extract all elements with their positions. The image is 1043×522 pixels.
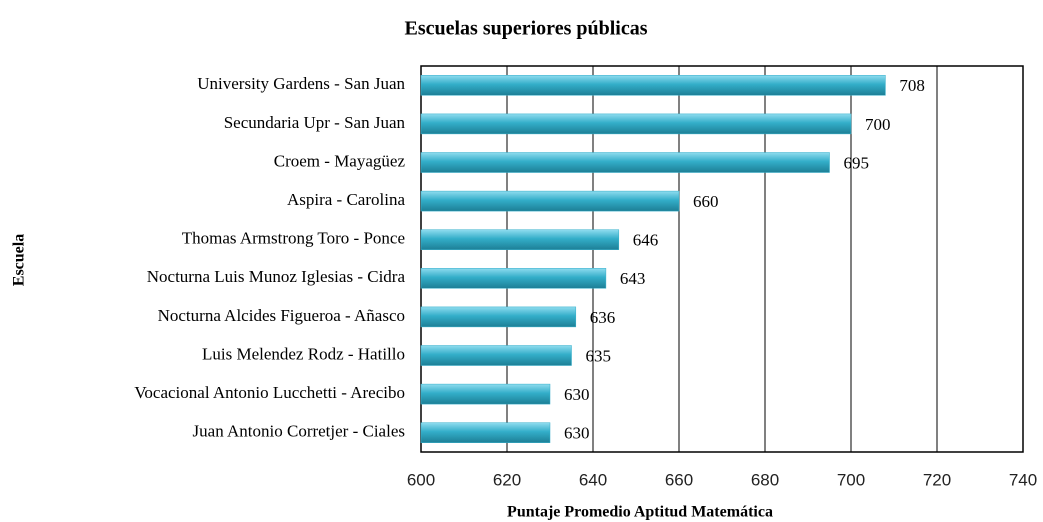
y-tick-label: Juan Antonio Corretjer - Ciales bbox=[193, 422, 405, 441]
value-label: 635 bbox=[586, 346, 612, 365]
bar bbox=[420, 345, 572, 366]
bar bbox=[420, 268, 607, 289]
value-label: 695 bbox=[844, 153, 870, 172]
y-axis-label: Escuela bbox=[11, 234, 28, 286]
y-tick-label: Luis Melendez Rodz - Hatillo bbox=[202, 344, 405, 363]
bar bbox=[420, 113, 852, 135]
chart-title: Escuelas superiores públicas bbox=[405, 18, 648, 40]
value-label: 636 bbox=[590, 308, 616, 327]
x-tick-label: 640 bbox=[579, 470, 607, 489]
value-label: 630 bbox=[564, 424, 590, 443]
y-tick-label: Nocturna Alcides Figueroa - Añasco bbox=[158, 306, 405, 325]
bar bbox=[420, 229, 620, 250]
x-tick-label: 740 bbox=[1009, 470, 1037, 489]
value-label: 700 bbox=[865, 115, 891, 134]
bar bbox=[420, 190, 680, 212]
value-label: 660 bbox=[693, 192, 719, 211]
bar bbox=[420, 75, 886, 96]
value-label: 708 bbox=[899, 76, 925, 95]
x-tick-label: 600 bbox=[407, 470, 435, 489]
x-axis-label: Puntaje Promedio Aptitud Matemática bbox=[507, 504, 773, 521]
x-tick-label: 680 bbox=[751, 470, 779, 489]
bar bbox=[420, 422, 551, 443]
x-tick-label: 620 bbox=[493, 470, 521, 489]
y-tick-label: Nocturna Luis Munoz Iglesias - Cidra bbox=[147, 267, 406, 286]
bar bbox=[420, 383, 551, 405]
y-tick-label: Croem - Mayagüez bbox=[274, 151, 406, 170]
y-tick-label: Vocacional Antonio Lucchetti - Arecibo bbox=[134, 383, 405, 402]
y-tick-label: Aspira - Carolina bbox=[287, 190, 405, 209]
bar bbox=[420, 152, 830, 173]
x-tick-label: 700 bbox=[837, 470, 865, 489]
value-label: 643 bbox=[620, 269, 646, 288]
y-tick-label: University Gardens - San Juan bbox=[197, 74, 405, 93]
x-tick-label: 720 bbox=[923, 470, 951, 489]
value-label: 646 bbox=[633, 231, 659, 250]
x-tick-label: 660 bbox=[665, 470, 693, 489]
y-tick-label: Secundaria Upr - San Juan bbox=[224, 113, 406, 132]
y-tick-label: Thomas Armstrong Toro - Ponce bbox=[182, 229, 405, 248]
plot-area bbox=[420, 65, 1024, 453]
value-label: 630 bbox=[564, 385, 590, 404]
bar bbox=[420, 306, 577, 328]
